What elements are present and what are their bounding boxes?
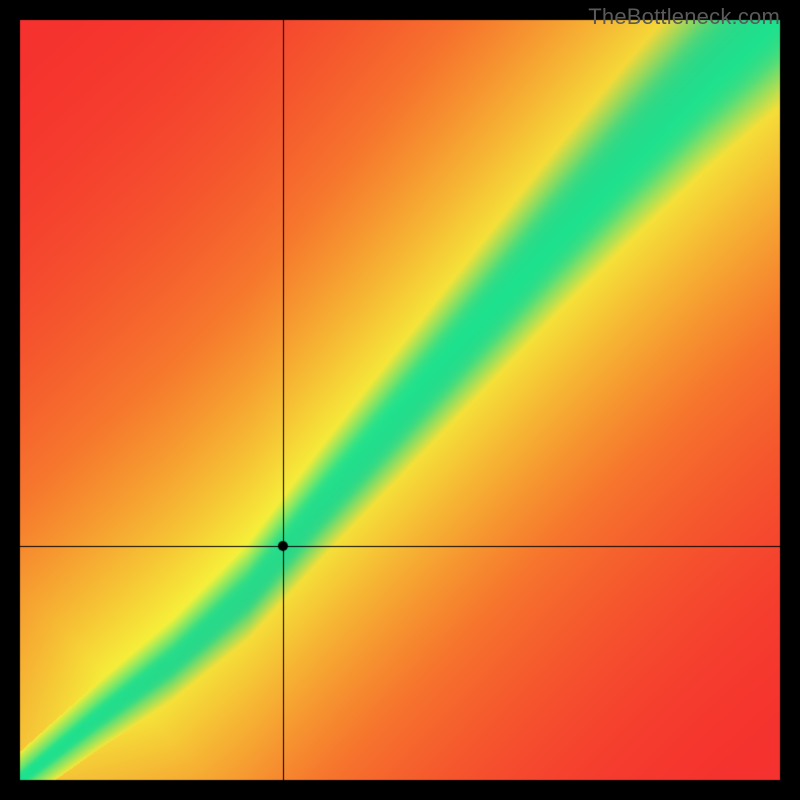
attribution-text: TheBottleneck.com xyxy=(588,4,780,30)
bottleneck-heatmap xyxy=(0,0,800,800)
